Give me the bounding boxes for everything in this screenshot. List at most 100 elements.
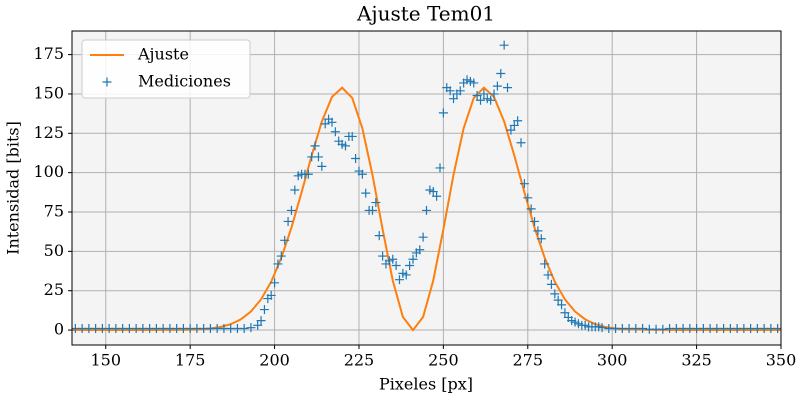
y-tick-label: 175 <box>33 44 64 63</box>
data-point <box>560 308 570 318</box>
data-point <box>276 251 286 261</box>
y-tick-label: 150 <box>33 83 64 102</box>
x-tick-label: 350 <box>766 351 797 370</box>
data-point <box>479 89 489 99</box>
data-point <box>496 68 506 78</box>
data-point <box>533 226 543 236</box>
data-point <box>449 94 459 104</box>
data-point <box>401 270 411 280</box>
data-point <box>357 169 367 179</box>
data-point <box>374 231 384 241</box>
data-point <box>371 198 381 208</box>
data-point <box>259 305 269 315</box>
y-tick-label: 125 <box>33 123 64 142</box>
data-point <box>405 261 415 271</box>
data-point <box>472 91 482 101</box>
fit-line <box>72 86 781 332</box>
data-point <box>408 254 418 264</box>
x-tick-label: 275 <box>513 351 544 370</box>
data-point <box>320 119 330 129</box>
data-point <box>540 259 550 269</box>
data-point <box>432 191 442 201</box>
data-point <box>388 254 398 264</box>
data-point <box>327 117 337 127</box>
data-point <box>523 193 533 203</box>
data-point <box>489 89 499 99</box>
chart-title: Ajuste Tem01 <box>356 2 495 26</box>
x-tick-label: 250 <box>428 351 459 370</box>
data-point <box>445 86 455 96</box>
data-point <box>428 187 438 197</box>
data-point <box>239 323 249 333</box>
data-point <box>273 259 283 269</box>
legend-label: Ajuste <box>137 45 189 64</box>
data-point <box>435 163 445 173</box>
x-tick-label: 325 <box>681 351 712 370</box>
data-point <box>310 141 320 151</box>
legend-label: Mediciones <box>138 72 231 91</box>
data-point <box>317 161 327 171</box>
x-tick-label: 300 <box>597 351 628 370</box>
data-point <box>378 251 388 261</box>
y-tick-label: 100 <box>33 162 64 181</box>
x-tick-label: 200 <box>259 351 290 370</box>
data-point <box>351 153 361 163</box>
data-point <box>519 179 529 189</box>
data-point <box>391 261 401 271</box>
data-point <box>303 169 313 179</box>
x-tick-label: 175 <box>175 351 206 370</box>
data-point <box>546 279 556 289</box>
data-point <box>658 324 668 334</box>
data-point <box>246 323 256 333</box>
data-point <box>530 216 540 226</box>
data-point <box>394 275 404 285</box>
data-point <box>469 78 479 88</box>
data-point <box>280 235 290 245</box>
data-point <box>503 83 513 93</box>
data-point <box>415 245 425 255</box>
data-point <box>553 295 563 305</box>
data-point <box>361 188 371 198</box>
y-tick-label: 50 <box>44 241 64 260</box>
data-point <box>509 120 519 130</box>
data-point <box>543 270 553 280</box>
data-point <box>516 138 526 148</box>
data-point <box>290 185 300 195</box>
data-point <box>597 323 607 333</box>
data-point <box>418 232 428 242</box>
data-point <box>455 86 465 96</box>
data-point <box>526 204 536 214</box>
data-point <box>313 152 323 162</box>
legend-marker <box>102 77 112 87</box>
y-tick-label: 0 <box>54 320 64 339</box>
data-point <box>506 125 516 135</box>
data-point <box>256 316 266 326</box>
y-tick-label: 75 <box>44 202 64 221</box>
data-point <box>638 323 648 333</box>
data-point <box>330 127 340 137</box>
data-point <box>486 95 496 105</box>
x-tick-label: 225 <box>344 351 375 370</box>
data-point <box>422 205 431 215</box>
data-point <box>283 216 293 226</box>
data-point <box>513 116 523 126</box>
data-point <box>266 290 276 300</box>
data-point <box>340 141 350 151</box>
data-point <box>550 289 560 299</box>
data-point <box>286 205 296 215</box>
y-axis-label: Intensidad [bits] <box>4 121 23 255</box>
plot-frame <box>71 30 782 346</box>
data-point <box>270 278 280 288</box>
data-point <box>536 234 546 244</box>
x-tick-label: 150 <box>90 351 121 370</box>
data-point <box>557 300 567 310</box>
data-point <box>253 320 263 330</box>
data-point <box>476 95 486 105</box>
data-point <box>492 81 502 91</box>
data-point <box>347 131 357 141</box>
y-tick-label: 25 <box>44 280 64 299</box>
x-axis-label: Pixeles [px] <box>379 375 473 394</box>
data-point <box>367 205 377 215</box>
